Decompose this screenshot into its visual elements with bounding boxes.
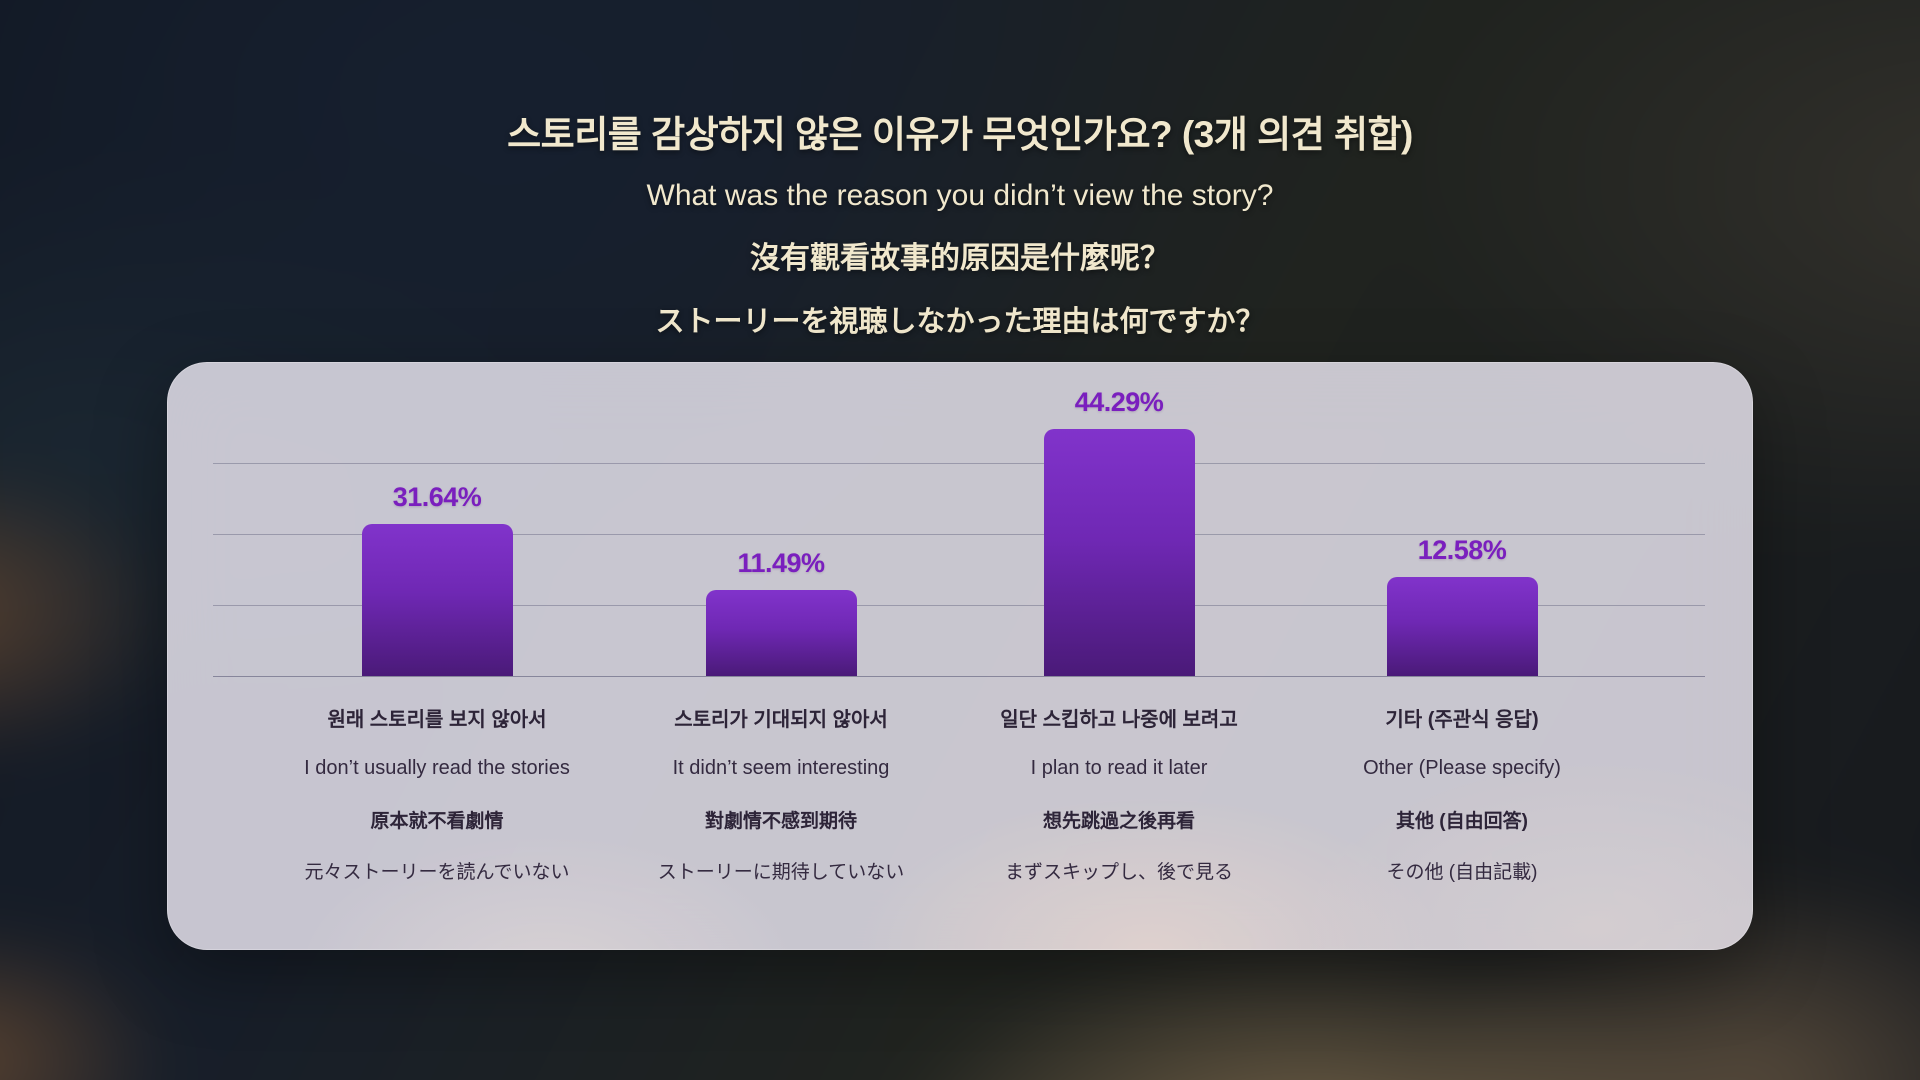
bar-value-label: 44.29% — [1074, 387, 1164, 417]
bar-chart-plot: 31.64% 원래 스토리를 보지 않아서 I don’t usually re… — [167, 362, 1753, 950]
title-chinese: 沒有觀看故事的原因是什麼呢？ — [750, 242, 1170, 275]
category-label-group: 기타 (주관식 응답) Other (Please specify) 其他 (自… — [1282, 692, 1642, 896]
bar-column: 44.29% — [1024, 387, 1214, 676]
gridline — [213, 534, 1705, 535]
baseline — [213, 676, 1705, 677]
bar-column: 31.64% — [342, 482, 532, 676]
bar-value-label: 31.64% — [392, 482, 482, 512]
category-label-korean: 스토리가 기대되지 않아서 — [674, 709, 888, 731]
category-label-korean: 기타 (주관식 응답) — [1385, 709, 1539, 731]
category-label-chinese: 想先跳過之後再看 — [1042, 811, 1195, 832]
category-label-group: 스토리가 기대되지 않아서 It didn’t seem interesting… — [601, 692, 961, 896]
category-label-chinese: 對劇情不感到期待 — [704, 811, 857, 832]
category-label-korean: 원래 스토리를 보지 않아서 — [327, 709, 547, 731]
category-label-japanese: 元々ストーリーを読んでいない — [304, 862, 570, 883]
category-label-english: I don’t usually read the stories — [304, 757, 570, 779]
gridline — [213, 605, 1705, 606]
category-label-japanese: その他 (自由記載) — [1386, 862, 1538, 883]
category-label-english: It didn’t seem interesting — [672, 757, 890, 779]
title-japanese: ストーリーを視聴しなかった理由は何ですか？ — [655, 306, 1265, 338]
title-english: What was the reason you didn’t view the … — [646, 179, 1274, 212]
bar-column: 11.49% — [686, 548, 876, 676]
chart-card: 31.64% 원래 스토리를 보지 않아서 I don’t usually re… — [167, 362, 1753, 950]
category-label-japanese: ストーリーに期待していない — [657, 862, 905, 883]
bar — [1386, 577, 1538, 676]
bar-value-label: 12.58% — [1417, 535, 1507, 565]
category-label-group: 일단 스킵하고 나중에 보려고 I plan to read it later … — [939, 692, 1299, 896]
bar-column: 12.58% — [1367, 535, 1557, 676]
category-label-chinese: 其他 (自由回答) — [1396, 811, 1528, 832]
gridline — [213, 463, 1705, 464]
title-korean: 스토리를 감상하지 않은 이유가 무엇인가요? (3개 의견 취합) — [507, 114, 1413, 155]
bar — [705, 590, 857, 676]
bar-value-label: 11.49% — [737, 548, 825, 578]
category-label-korean: 일단 스킵하고 나중에 보려고 — [1000, 709, 1238, 731]
category-label-japanese: まずスキップし、後で見る — [1004, 862, 1233, 883]
category-label-english: I plan to read it later — [1030, 757, 1208, 779]
category-label-group: 원래 스토리를 보지 않아서 I don’t usually read the … — [257, 692, 617, 896]
bar — [361, 524, 513, 676]
category-label-english: Other (Please specify) — [1363, 757, 1561, 779]
chart-titles: 스토리를 감상하지 않은 이유가 무엇인가요? (3개 의견 취합) What … — [0, 104, 1920, 340]
bar — [1043, 429, 1195, 676]
category-label-chinese: 原本就不看劇情 — [370, 811, 504, 832]
